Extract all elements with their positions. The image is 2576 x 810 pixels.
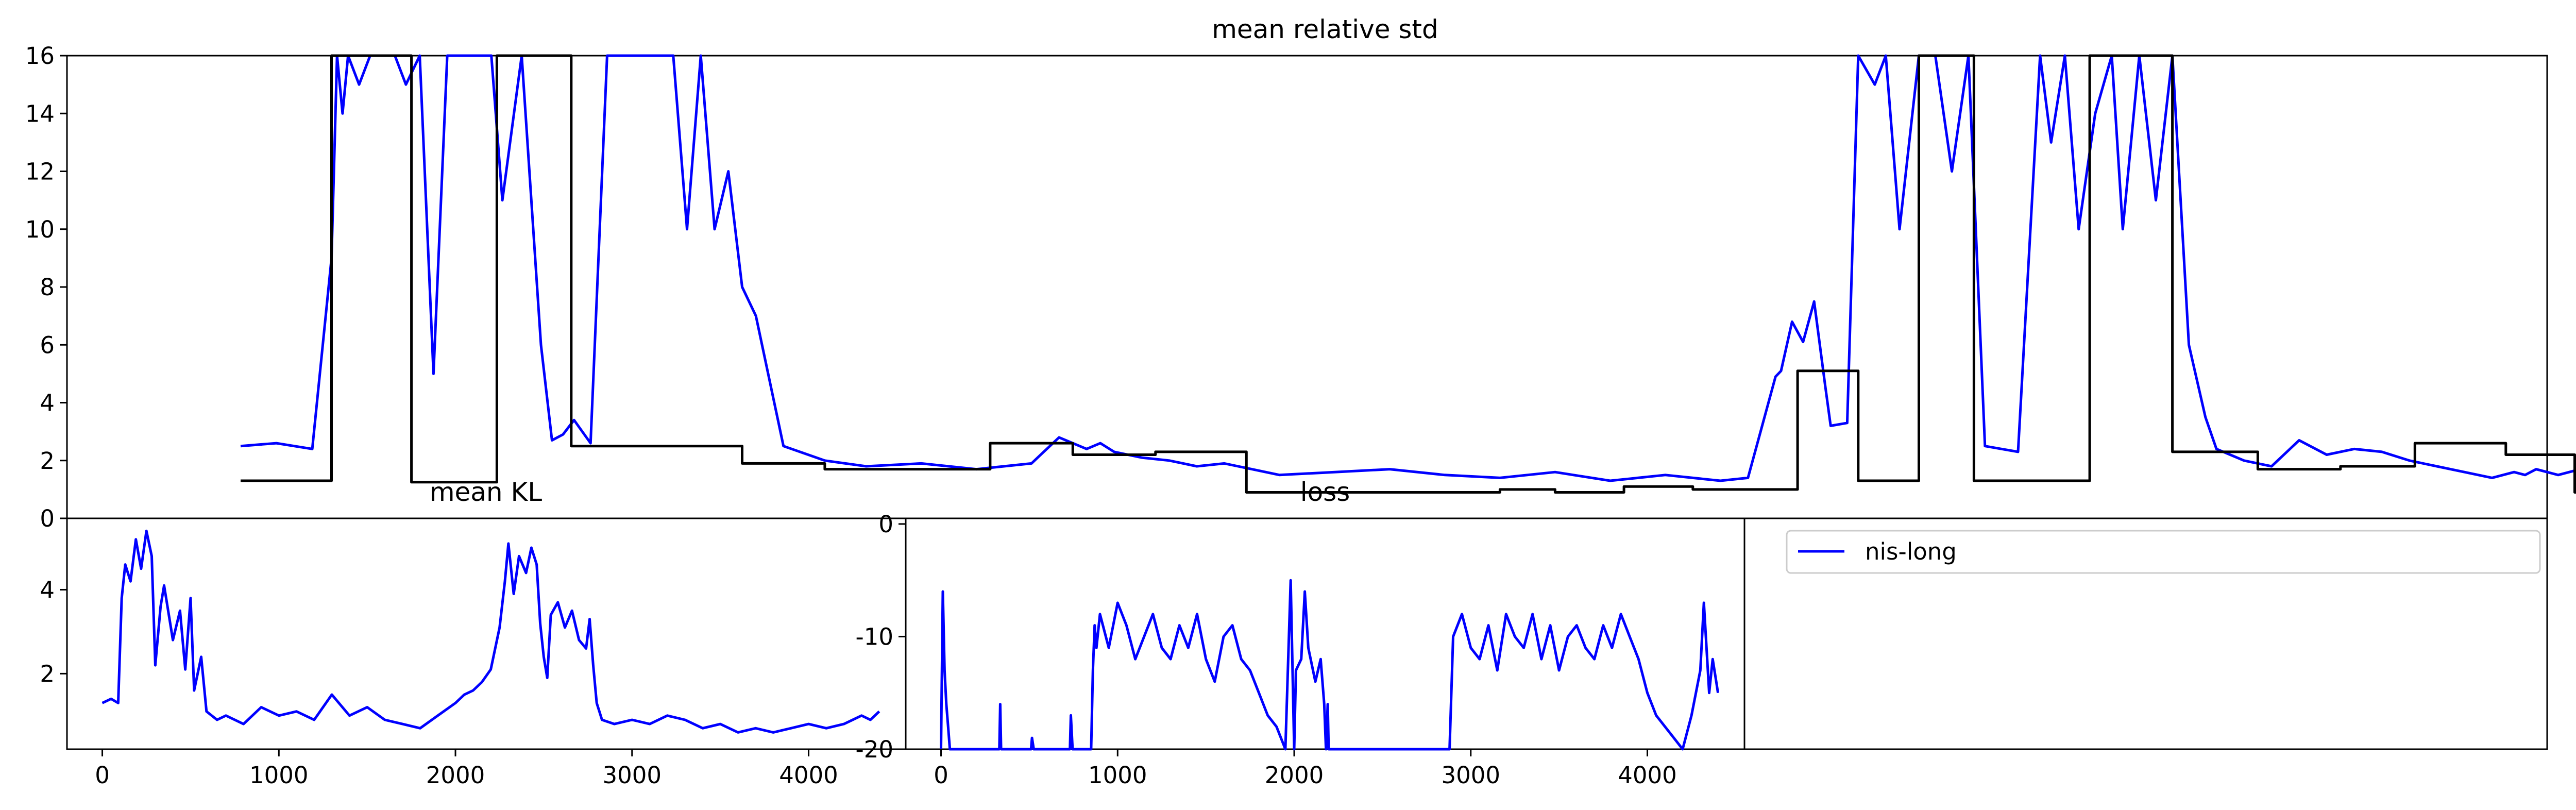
top-panel: mean relative std 0 2 4 6 8 10 12 14 16 [25,14,2576,532]
loss-panel: loss 0 -10 -20 0 1000 2000 3000 4000 [856,477,1745,789]
top-ytick-label: 0 [40,505,55,532]
kl-lines [101,529,880,734]
kl-ytick-label: 2 [40,660,55,687]
loss-xtick-label: 4000 [1618,762,1677,789]
loss-ytick-label: -20 [856,736,894,763]
loss-xtick-label: 2000 [1265,762,1324,789]
kl-ytick-label: 4 [40,576,55,603]
loss-xtick-label: 3000 [1441,762,1500,789]
legend-box [1786,530,2541,574]
kl-xtick-label: 2000 [426,762,485,789]
loss-series-nis-long-line [940,579,1720,751]
loss-xtick-label: 0 [934,762,948,789]
kl-xtick-label: 1000 [249,762,309,789]
legend-plot-frame [1743,517,2548,750]
legend-panel: nis-long [1743,517,2548,750]
top-ytick-label: 14 [25,100,55,127]
loss-lines [940,579,1720,751]
top-ytick-label: 12 [25,158,55,185]
kl-title: mean KL [430,477,542,507]
loss-ytick-label: -10 [856,623,894,650]
top-ytick-label: 10 [25,216,55,243]
top-y-ticks: 0 2 4 6 8 10 12 14 16 [25,42,67,532]
legend-label: nis-long [1865,538,1957,565]
kl-xtick-label: 3000 [602,762,662,789]
legend: nis-long [1786,530,2541,574]
kl-panel: mean KL 2 4 0 1000 2000 3000 4000 [40,477,907,789]
top-ytick-label: 8 [40,274,55,301]
top-ytick-label: 2 [40,447,55,475]
top-series-reference-line [241,54,2576,494]
kl-xtick-label: 0 [95,762,110,789]
top-ytick-label: 4 [40,390,55,417]
top-series-nis-long-line [240,54,2576,482]
top-lines [240,54,2576,494]
kl-xtick-label: 4000 [779,762,838,789]
top-title: mean relative std [1212,14,1438,44]
loss-ytick-label: 0 [878,511,893,538]
top-ytick-label: 16 [25,42,55,70]
loss-title: loss [1300,477,1350,507]
loss-xtick-label: 1000 [1088,762,1147,789]
top-ytick-label: 6 [40,331,55,359]
loss-ticks: 0 -10 -20 0 1000 2000 3000 4000 [856,511,1677,789]
kl-series-nis-long-line [101,529,880,734]
kl-ticks: 2 4 0 1000 2000 3000 4000 [40,576,838,789]
